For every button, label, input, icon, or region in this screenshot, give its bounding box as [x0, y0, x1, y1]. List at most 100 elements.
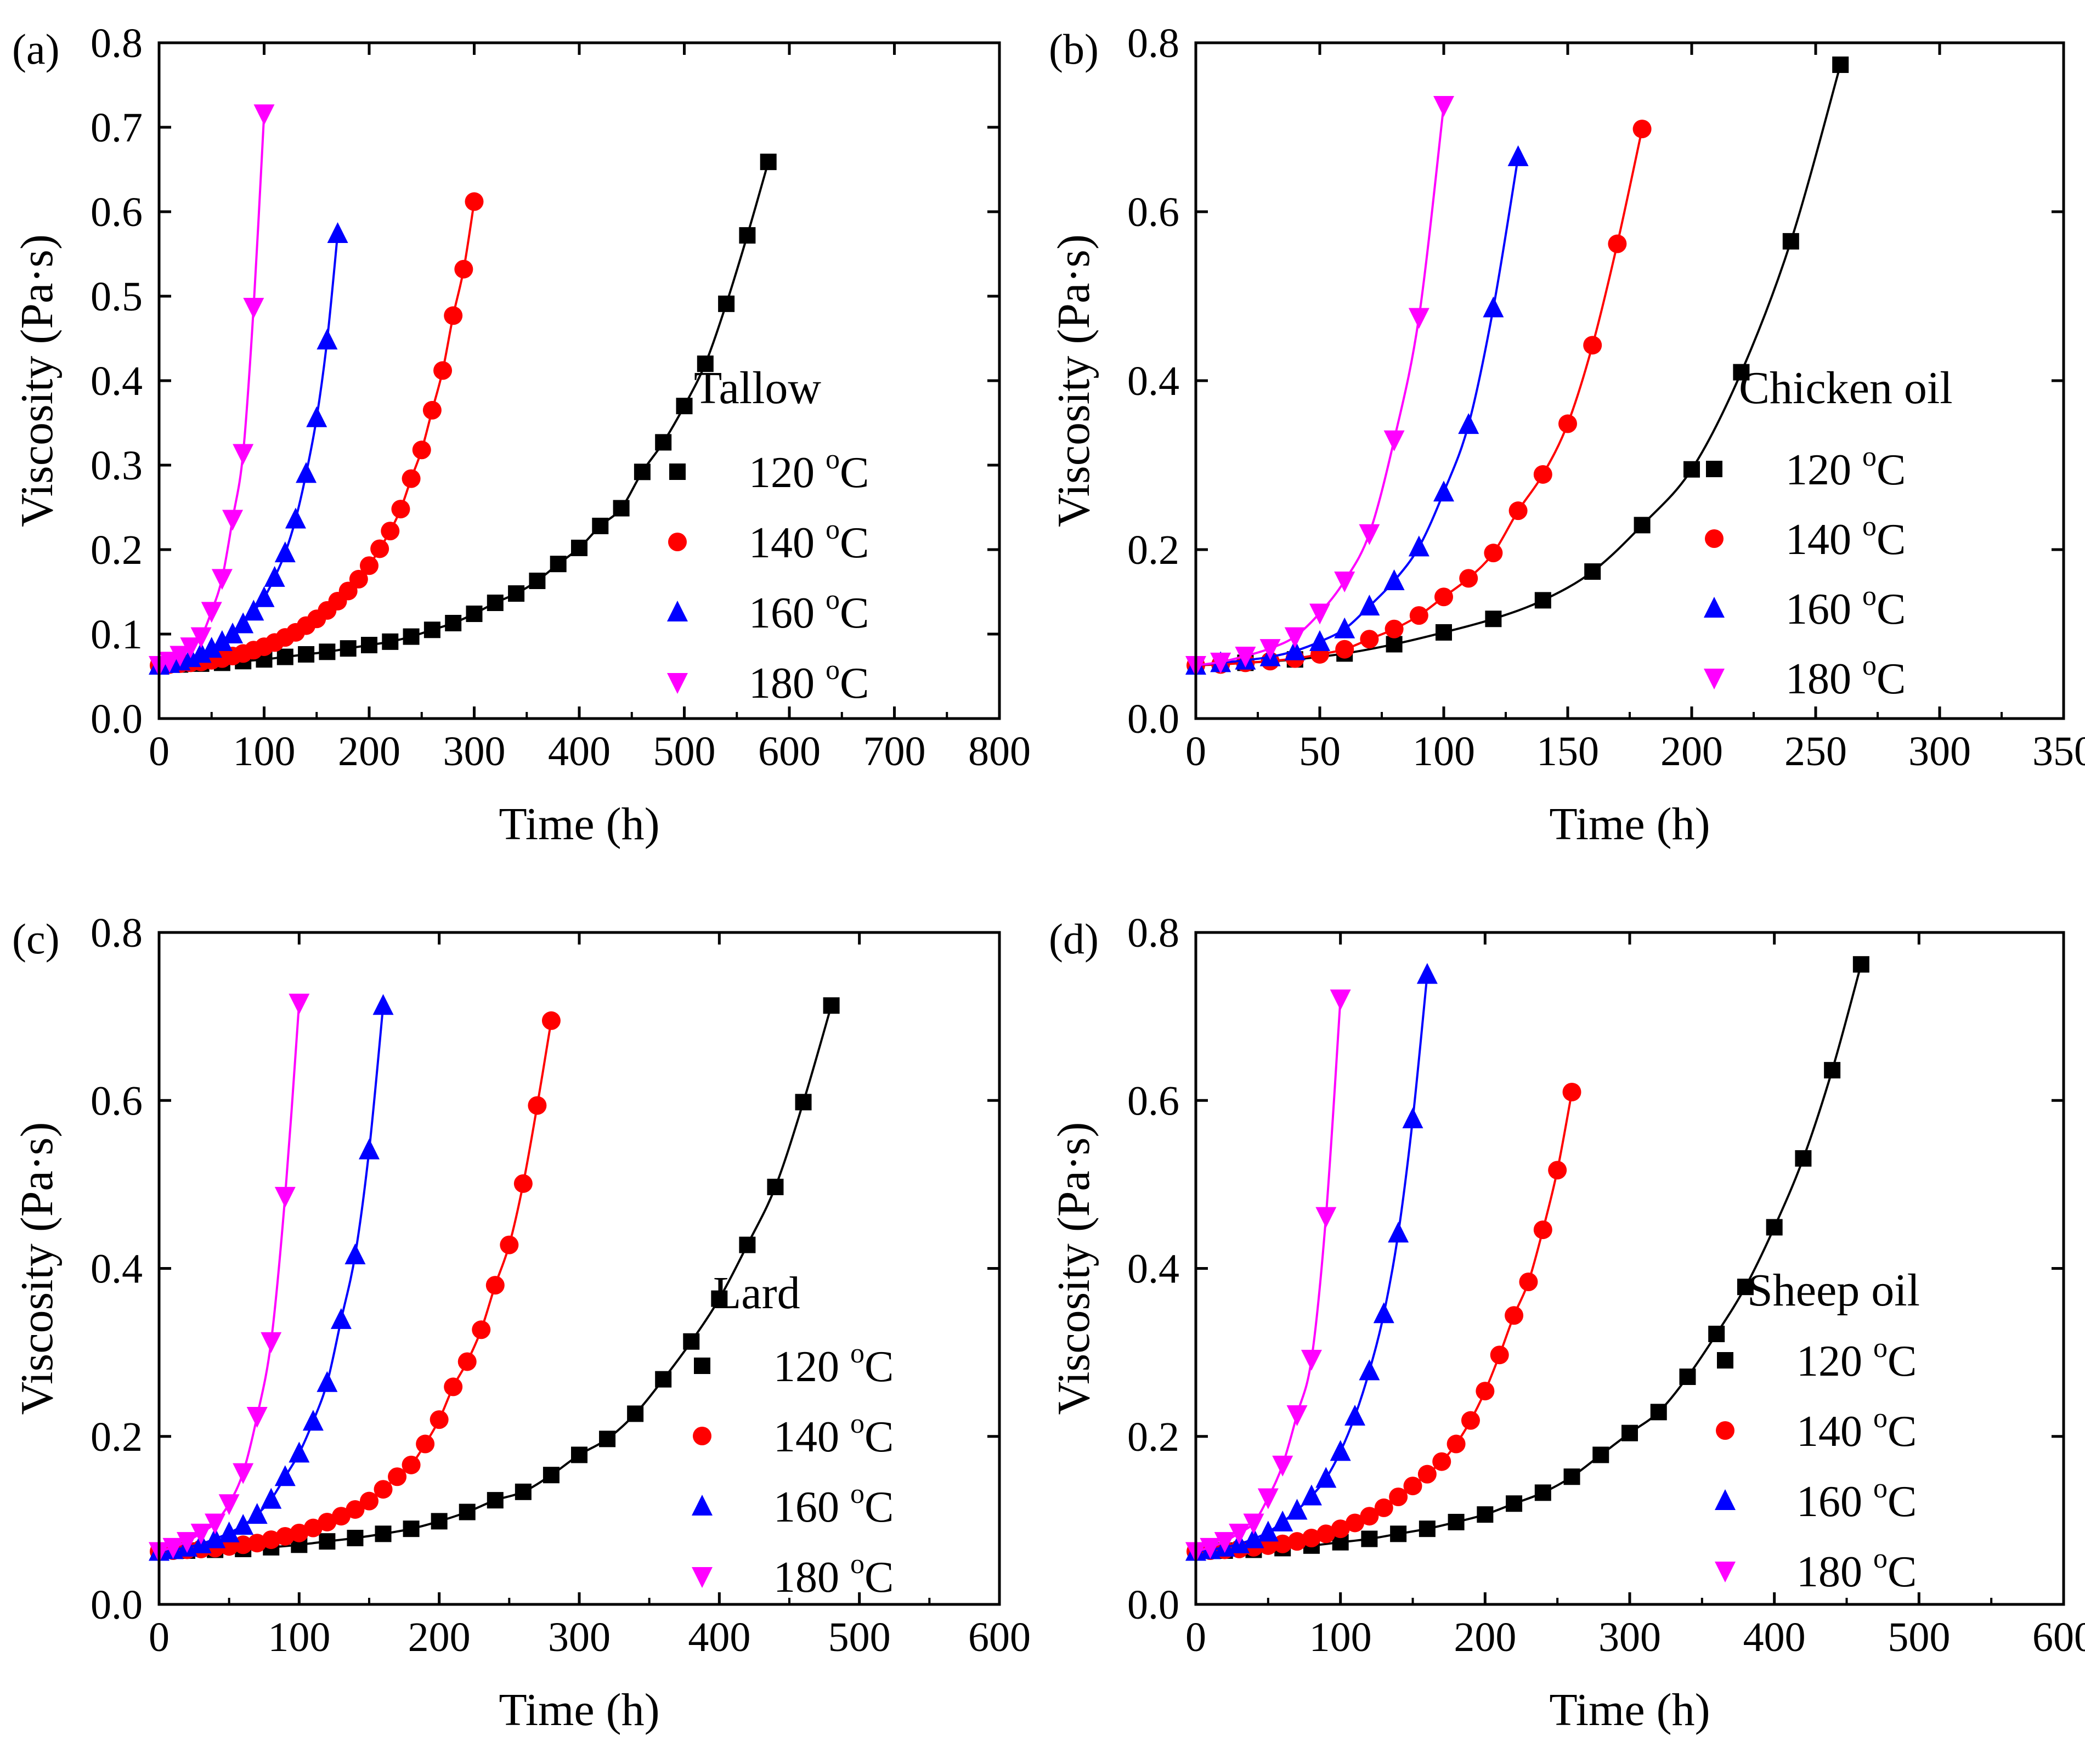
data-point — [1330, 989, 1351, 1010]
legend-title: Lard — [713, 1268, 800, 1319]
data-point — [1272, 1510, 1293, 1531]
x-tick-label: 800 — [968, 728, 1031, 774]
data-point — [1309, 603, 1330, 625]
legend-marker — [668, 533, 687, 551]
data-point — [360, 1491, 378, 1511]
x-axis-title: Time (h) — [1549, 1684, 1710, 1735]
data-point — [253, 104, 275, 126]
legend-item: 160 oC — [1715, 1473, 1917, 1526]
data-point — [1257, 1520, 1279, 1542]
data-point — [1359, 1359, 1380, 1381]
data-point — [1286, 1405, 1308, 1426]
data-point — [1432, 1452, 1451, 1471]
data-point — [571, 1446, 587, 1463]
legend-marker — [667, 673, 688, 694]
data-point — [246, 1407, 268, 1428]
legend-label-degree: o — [1873, 1543, 1888, 1574]
y-tick-label: 0.6 — [91, 1078, 143, 1124]
x-tick-label: 400 — [548, 728, 611, 774]
legend-label-unit: C — [1877, 585, 1906, 634]
data-point — [1433, 95, 1454, 117]
data-point — [159, 652, 180, 673]
data-point — [190, 1523, 212, 1545]
data-point — [445, 614, 462, 631]
series-triangle-up — [1185, 145, 1529, 675]
x-tick-label: 200 — [338, 728, 400, 774]
legend-label-temp: 160 — [1785, 585, 1862, 634]
data-point — [1402, 1107, 1423, 1128]
data-point — [1505, 1306, 1524, 1325]
data-point — [459, 1503, 476, 1520]
legend-marker — [669, 463, 686, 480]
fit-curve — [159, 1005, 385, 1553]
legend-label-unit: C — [840, 659, 869, 708]
data-point — [303, 1518, 323, 1537]
legend-label-unit: C — [1888, 1407, 1917, 1456]
data-point — [1210, 652, 1231, 674]
y-tick-label: 0.6 — [91, 189, 143, 235]
x-tick-label: 300 — [1598, 1614, 1661, 1660]
data-point — [1389, 1488, 1408, 1506]
data-point — [1373, 1302, 1394, 1324]
legend-label-unit: C — [1877, 655, 1906, 703]
data-point — [1583, 336, 1602, 355]
data-point — [767, 1178, 784, 1195]
data-point — [289, 993, 310, 1015]
legend-label: 180 oC — [749, 654, 869, 708]
x-tick-label: 100 — [1412, 728, 1475, 774]
panel-label: (b) — [1049, 25, 1099, 73]
legend-item: 160 oC — [667, 584, 869, 637]
legend-item: 120 oC — [694, 1338, 894, 1391]
data-point — [1562, 1082, 1581, 1101]
data-point — [465, 192, 484, 211]
data-point — [711, 1290, 728, 1307]
data-point — [1344, 1405, 1366, 1426]
data-point — [247, 1534, 267, 1553]
data-point — [234, 1535, 253, 1554]
legend-item: 120 oC — [1706, 441, 1906, 494]
legend-label-temp: 180 — [1785, 655, 1862, 703]
legend-label: 140 oC — [1785, 511, 1906, 564]
x-tick-label: 250 — [1784, 728, 1847, 774]
data-point — [433, 361, 453, 380]
x-tick-label: 100 — [268, 1614, 330, 1660]
data-point — [275, 1526, 295, 1546]
data-point — [211, 569, 233, 590]
data-point — [683, 1333, 700, 1350]
x-tick-label: 100 — [233, 728, 296, 774]
data-point — [346, 1500, 365, 1519]
x-tick-label: 0 — [149, 728, 169, 774]
data-point — [1403, 1477, 1422, 1496]
legend-label-temp: 160 — [773, 1483, 850, 1531]
data-point — [1533, 1220, 1552, 1240]
legend-label-degree: o — [850, 1548, 864, 1580]
x-tick-label: 50 — [1299, 728, 1341, 774]
legend-title: Sheep oil — [1747, 1265, 1920, 1316]
legend-label-temp: 160 — [749, 589, 826, 637]
data-point — [1508, 501, 1528, 521]
data-point — [487, 595, 504, 612]
x-tick-label: 200 — [408, 1614, 471, 1660]
data-point — [599, 1431, 616, 1448]
data-point — [1259, 639, 1281, 660]
legend-marker — [1715, 1562, 1736, 1582]
panel-label: (c) — [12, 915, 60, 963]
data-point — [264, 566, 285, 587]
data-point — [317, 329, 338, 350]
data-point — [296, 462, 317, 483]
legend-label: 180 oC — [1796, 1543, 1917, 1596]
data-point — [1374, 1498, 1393, 1517]
data-point — [218, 1494, 240, 1516]
data-point — [243, 600, 264, 621]
data-point — [1316, 1524, 1336, 1544]
data-point — [1461, 1411, 1480, 1430]
fit-curve — [1195, 156, 1519, 666]
legend-marker — [1704, 597, 1725, 618]
data-point — [457, 1352, 477, 1371]
data-point — [374, 1480, 393, 1499]
legend-label-unit: C — [1888, 1478, 1917, 1526]
data-point — [444, 306, 463, 325]
data-point — [388, 1467, 407, 1486]
